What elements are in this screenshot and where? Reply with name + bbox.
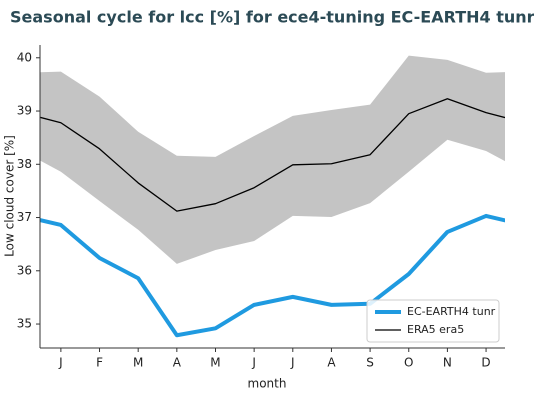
x-tick-label: J — [290, 356, 295, 370]
x-tick-label: M — [133, 356, 143, 370]
y-axis-label: Low cloud cover [%] — [3, 135, 17, 257]
x-tick-label: S — [366, 356, 374, 370]
series-line — [40, 213, 505, 338]
x-tick-label: J — [251, 356, 256, 370]
chart-title: Seasonal cycle for lcc [%] for ece4-tuni… — [10, 8, 534, 27]
series-line — [40, 98, 505, 212]
legend-label: EC-EARTH4 tunr — [407, 305, 496, 318]
plot-area — [40, 55, 505, 338]
x-tick-label: J — [58, 356, 63, 370]
x-tick-label: M — [210, 356, 220, 370]
y-tick-label: 35 — [17, 317, 32, 331]
y-tick-label: 37 — [17, 210, 32, 224]
x-tick-label: N — [443, 356, 452, 370]
x-tick-label: O — [404, 356, 413, 370]
y-tick-label: 40 — [17, 50, 32, 64]
x-tick-label: D — [481, 356, 490, 370]
y-tick-label: 38 — [17, 157, 32, 171]
x-tick-label: A — [173, 356, 182, 370]
y-tick-label: 36 — [17, 263, 32, 277]
legend-label: ERA5 era5 — [407, 323, 464, 336]
x-tick-label: A — [327, 356, 336, 370]
y-tick-label: 39 — [17, 104, 32, 118]
x-axis-label: month — [248, 377, 287, 391]
spread-band — [40, 55, 505, 264]
x-tick-label: F — [96, 356, 103, 370]
